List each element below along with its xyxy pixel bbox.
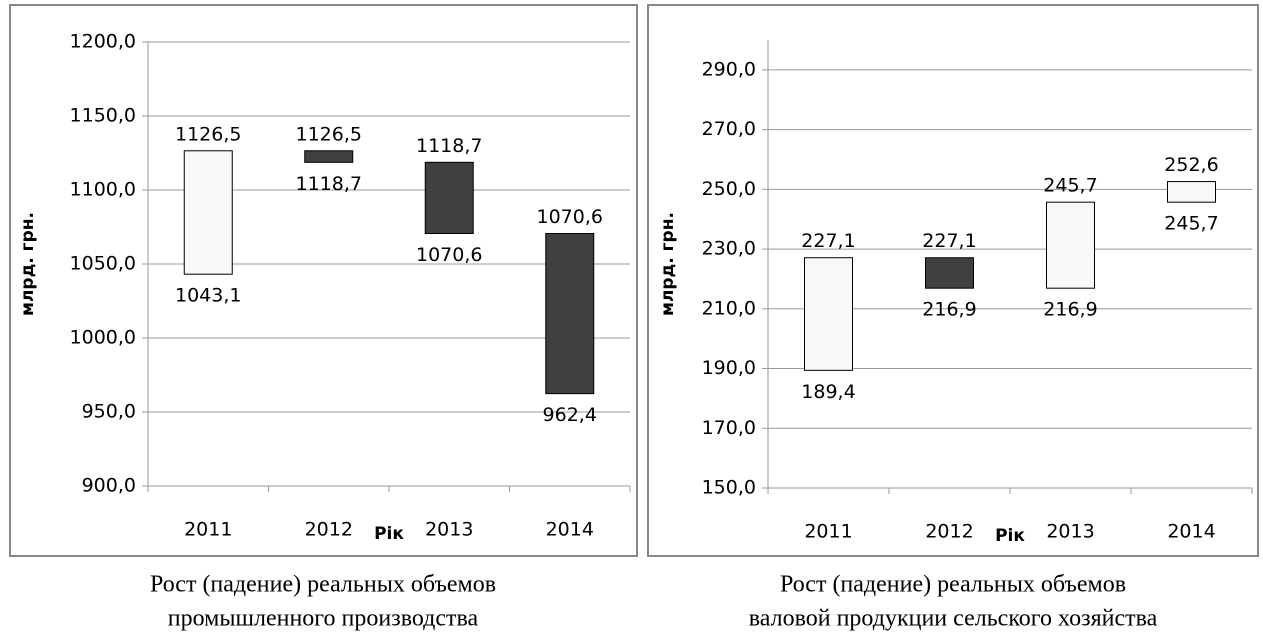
y-tick-label: 1200,0 xyxy=(70,31,136,53)
bar xyxy=(424,161,474,235)
data-label: 245,7 xyxy=(1164,213,1218,235)
y-tick-label: 1000,0 xyxy=(70,327,136,349)
x-tick-label: 2013 xyxy=(1046,521,1094,543)
caption: валовой продукции сельского хозяйства xyxy=(749,606,1158,632)
data-label: 1118,7 xyxy=(416,135,482,157)
y-tick-label: 900,0 xyxy=(82,475,136,497)
y-tick-label: 150,0 xyxy=(702,477,756,499)
y-axis-label: млрд. грн. xyxy=(18,212,38,316)
chart-frame xyxy=(9,4,638,557)
bar xyxy=(1167,181,1216,203)
bar xyxy=(925,257,974,289)
data-label: 216,9 xyxy=(1043,299,1097,321)
caption: Рост (падение) реальных объемов xyxy=(150,572,496,598)
data-label: 1043,1 xyxy=(175,285,241,307)
x-axis-label: Рік xyxy=(995,526,1025,546)
x-axis-label: Рік xyxy=(374,524,404,544)
data-label: 962,4 xyxy=(543,404,597,426)
x-tick-label: 2014 xyxy=(1167,521,1215,543)
data-label: 227,1 xyxy=(801,230,855,252)
chart-frame xyxy=(647,4,1259,557)
data-label: 1126,5 xyxy=(175,123,241,145)
data-label: 216,9 xyxy=(922,299,976,321)
bar xyxy=(545,233,595,395)
y-tick-label: 270,0 xyxy=(702,118,756,140)
y-tick-label: 210,0 xyxy=(702,297,756,319)
x-tick-label: 2013 xyxy=(425,519,473,541)
caption: Рост (падение) реальных объемов xyxy=(780,572,1126,598)
y-tick-label: 290,0 xyxy=(702,58,756,80)
y-tick-label: 230,0 xyxy=(702,238,756,260)
data-label: 245,7 xyxy=(1043,175,1097,197)
data-label: 189,4 xyxy=(801,381,855,403)
x-tick-label: 2014 xyxy=(546,519,594,541)
y-tick-label: 170,0 xyxy=(702,417,756,439)
data-label: 252,6 xyxy=(1164,154,1218,176)
x-tick-label: 2012 xyxy=(925,521,973,543)
y-tick-label: 1100,0 xyxy=(70,179,136,201)
y-tick-label: 190,0 xyxy=(702,357,756,379)
data-label: 227,1 xyxy=(922,230,976,252)
bar xyxy=(804,257,853,371)
data-label: 1070,6 xyxy=(537,206,603,228)
y-tick-label: 950,0 xyxy=(82,401,136,423)
data-label: 1118,7 xyxy=(296,173,362,195)
caption: промышленного производства xyxy=(168,606,479,632)
x-tick-label: 2012 xyxy=(305,519,353,541)
y-tick-label: 1050,0 xyxy=(70,253,136,275)
data-label: 1126,5 xyxy=(296,123,362,145)
y-tick-label: 1150,0 xyxy=(70,105,136,127)
x-tick-label: 2011 xyxy=(804,521,852,543)
x-tick-label: 2011 xyxy=(184,519,232,541)
bar xyxy=(183,150,233,275)
y-axis-label: млрд. грн. xyxy=(658,212,678,316)
bar xyxy=(1046,201,1095,289)
bar xyxy=(304,150,354,163)
data-label: 1070,6 xyxy=(416,244,482,266)
y-tick-label: 250,0 xyxy=(702,178,756,200)
